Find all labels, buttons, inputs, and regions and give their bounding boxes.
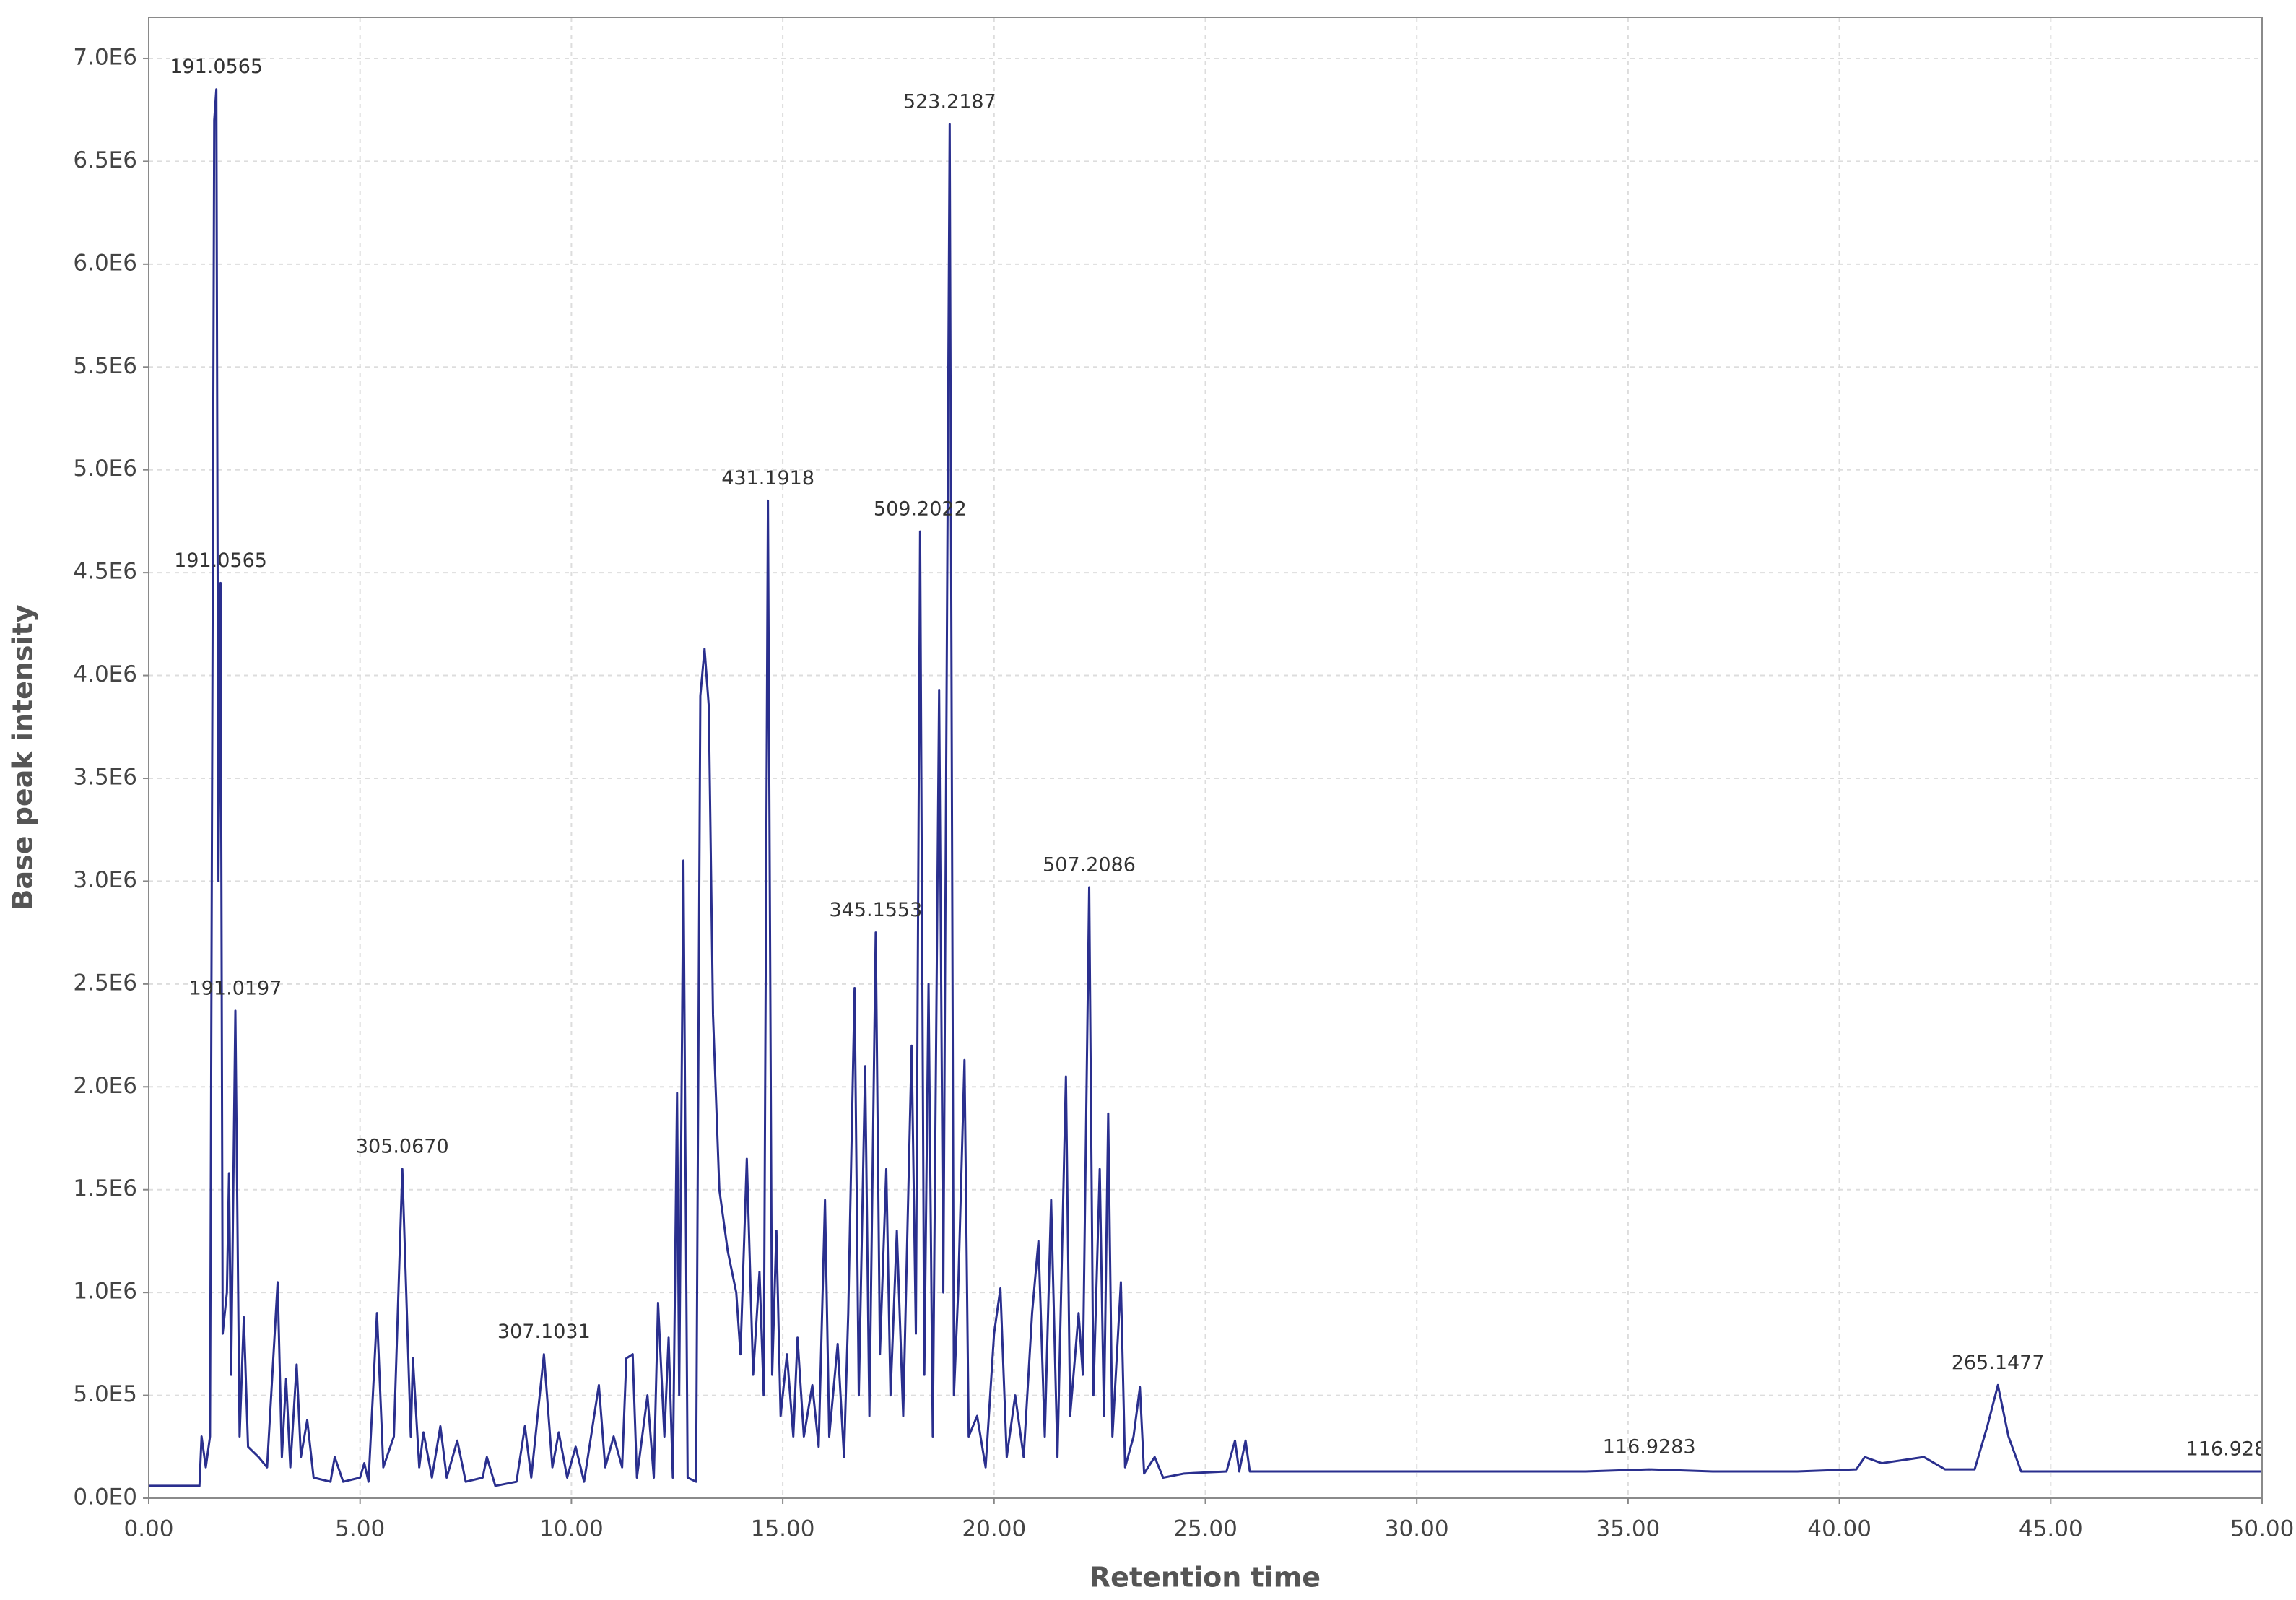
peak-annotation: 265.1477: [1952, 1352, 2045, 1374]
peak-annotation: 116.9283: [2186, 1438, 2279, 1460]
peak-annotation: 116.9283: [1603, 1436, 1696, 1458]
peak-annotation: 507.2086: [1043, 853, 1136, 876]
y-tick-label: 6.5E6: [73, 147, 137, 173]
y-tick-label: 1.5E6: [73, 1175, 137, 1201]
peak-annotation: 305.0670: [356, 1136, 449, 1158]
peak-annotation: 191.0197: [189, 977, 282, 999]
x-tick-label: 15.00: [751, 1516, 815, 1542]
x-tick-label: 5.00: [335, 1516, 385, 1542]
y-tick-label: 1.0E6: [73, 1279, 137, 1305]
peak-annotation: 523.2187: [903, 91, 996, 113]
peak-annotation: 307.1031: [497, 1321, 591, 1343]
x-tick-label: 20.00: [962, 1516, 1026, 1542]
axes: 0.0E0 5.0E5 1.0E6 1.5E6 2.0E6 2.5E6 3.0E6 3.5E6…: [73, 44, 2294, 1542]
y-tick-label: 5.0E6: [73, 456, 137, 482]
peak-annotation: 431.1918: [721, 467, 814, 490]
x-tick-label: 45.00: [2019, 1516, 2083, 1542]
x-tick-label: 25.00: [1173, 1516, 1238, 1542]
y-tick-label: 5.5E6: [73, 353, 137, 379]
peak-annotation: 191.0565: [170, 56, 263, 78]
y-tick-label: 2.5E6: [73, 970, 137, 996]
x-tick-label: 35.00: [1596, 1516, 1661, 1542]
y-tick-label: 4.5E6: [73, 559, 137, 585]
x-tick-label: 30.00: [1385, 1516, 1449, 1542]
y-tick-label: 3.0E6: [73, 867, 137, 893]
y-tick-label: 4.0E6: [73, 661, 137, 687]
y-tick-label: 3.5E6: [73, 764, 137, 790]
y-tick-label: 6.0E6: [73, 250, 137, 276]
y-tick-label: 0.0E0: [73, 1484, 137, 1510]
y-tick-label: 7.0E6: [73, 44, 137, 70]
x-tick-label: 10.00: [539, 1516, 604, 1542]
y-axis-title: Base peak intensity: [7, 604, 39, 910]
y-tick-label: 5.0E5: [73, 1381, 137, 1407]
peak-annotation: 509.2022: [874, 498, 967, 521]
x-tick-label: 0.00: [123, 1516, 173, 1542]
grid: [148, 17, 2263, 1499]
y-tick-label: 2.0E6: [73, 1073, 137, 1099]
x-tick-label: 50.00: [2230, 1516, 2295, 1542]
peak-annotation: 345.1553: [829, 899, 922, 921]
plot-area: 191.0565 191.0565 191.0197 305.0670 307.1031…: [149, 56, 2279, 1487]
x-tick-label: 40.00: [1807, 1516, 1871, 1542]
peak-annotation: 191.0565: [174, 549, 267, 572]
chromatogram-line: [149, 88, 2262, 1487]
x-axis-title: Retention time: [1090, 1562, 1321, 1594]
